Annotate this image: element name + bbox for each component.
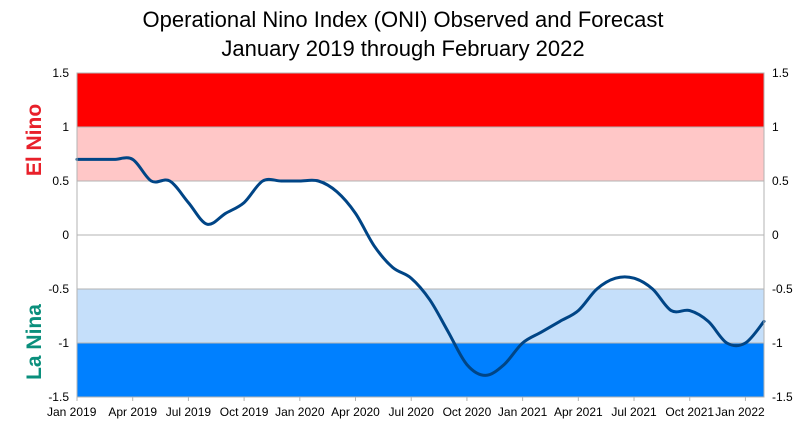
- chart-subtitle: January 2019 through February 2022: [221, 36, 584, 61]
- y-axis-right: 1.5 1 0.5 0 -0.5 -1 -1.5: [772, 66, 793, 404]
- data-point: [596, 288, 598, 290]
- el-nino-label: El Nino: [23, 104, 46, 176]
- x-tick-label: Apr 2021: [554, 405, 603, 419]
- data-point: [540, 331, 542, 334]
- data-point: [484, 374, 487, 377]
- x-tick-label: Jul 2019: [166, 405, 212, 419]
- data-point: [317, 180, 320, 182]
- x-tick-label: Jul 2021: [611, 405, 657, 419]
- data-point: [577, 309, 580, 312]
- y-tick-left: 0.5: [52, 174, 69, 188]
- data-point: [521, 342, 524, 344]
- series-line-0: [75, 156, 766, 377]
- data-point: [243, 201, 245, 204]
- data-point: [131, 158, 134, 161]
- data-point: [280, 180, 283, 182]
- data-point: [150, 180, 153, 182]
- data-point: [614, 277, 617, 280]
- y-tick-right: -1: [772, 336, 783, 350]
- y-tick-left: 1.5: [52, 66, 69, 80]
- y-tick-left: -1.5: [48, 390, 69, 404]
- data-point: [373, 245, 375, 247]
- data-point: [688, 309, 691, 312]
- data-point: [113, 158, 115, 161]
- y-tick-left: -1: [58, 336, 69, 350]
- data-point: [429, 299, 431, 301]
- data-point: [336, 191, 338, 193]
- data-point: [169, 180, 171, 182]
- data-point: [559, 320, 561, 323]
- y-axis-left: 1.5 1 0.5 0 -0.5 -1 -1.5: [48, 66, 69, 404]
- y-tick-left: 1: [62, 120, 69, 134]
- data-point: [94, 158, 97, 161]
- band-0: [77, 73, 764, 127]
- data-point: [744, 342, 747, 344]
- data-point: [410, 277, 413, 280]
- chart-title: Operational Nino Index (ONI) Observed an…: [143, 7, 664, 32]
- data-point: [707, 320, 710, 323]
- x-tick-label: Jan 2021: [498, 405, 548, 419]
- x-tick-label: Apr 2019: [108, 405, 157, 419]
- band-1: [77, 127, 764, 181]
- oni-series: [75, 156, 766, 377]
- data-point: [633, 277, 635, 280]
- data-point: [206, 223, 208, 225]
- data-point: [503, 363, 505, 366]
- y-tick-right: -0.5: [772, 282, 793, 296]
- data-point: [447, 331, 450, 334]
- x-tick-label: Oct 2019: [220, 405, 269, 419]
- x-tick-label: Apr 2020: [331, 405, 380, 419]
- data-point: [187, 201, 190, 204]
- data-point: [224, 212, 227, 215]
- data-point: [726, 342, 728, 344]
- band-2: [77, 289, 764, 343]
- x-tick-label: Jan 2022: [715, 405, 765, 419]
- plot-frame: [76, 72, 765, 398]
- x-tick-label: Jan 2020: [275, 405, 325, 419]
- data-point: [354, 212, 357, 215]
- y-tick-left: -0.5: [48, 282, 69, 296]
- x-tick-label: Oct 2021: [665, 405, 714, 419]
- la-nina-label: La Nina: [23, 304, 46, 380]
- data-point: [466, 363, 468, 366]
- band-3: [77, 343, 764, 397]
- y-tick-left: 0: [62, 228, 69, 242]
- data-point: [670, 309, 672, 312]
- category-bands: [77, 73, 764, 397]
- data-point: [261, 180, 264, 182]
- data-point: [651, 288, 654, 290]
- x-tick-label: Jan 2019: [47, 405, 97, 419]
- y-tick-right: 1: [772, 120, 779, 134]
- data-point: [299, 180, 301, 182]
- y-tick-right: -1.5: [772, 390, 793, 404]
- y-tick-right: 0.5: [772, 174, 789, 188]
- data-point: [391, 266, 394, 269]
- x-tick-label: Oct 2020: [443, 405, 492, 419]
- x-tick-label: Jul 2020: [389, 405, 435, 419]
- x-axis: Jan 2019 Apr 2019 Jul 2019 Oct 2019 Jan 2020…: [47, 397, 765, 419]
- y-tick-right: 1.5: [772, 66, 789, 80]
- y-tick-right: 0: [772, 228, 779, 242]
